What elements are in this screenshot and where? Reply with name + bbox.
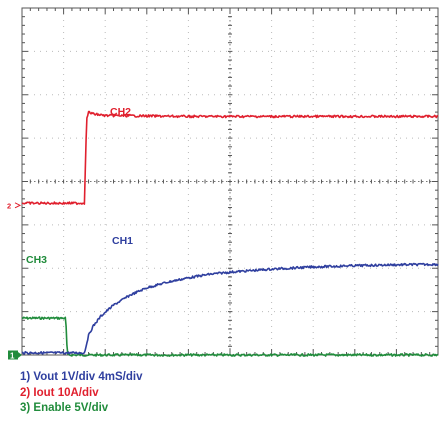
channel-1-marker-box	[8, 350, 18, 360]
ch3-label: CH3	[26, 254, 47, 266]
oscilloscope-plot: 21 CH2 CH1 CH3	[7, 7, 439, 360]
trace-ch3	[21, 316, 439, 357]
channel-markers: 21	[7, 201, 22, 360]
channel-2-arrow	[14, 202, 22, 209]
channel-1-arrow	[18, 352, 22, 358]
ch1-label: CH1	[112, 235, 133, 247]
trace-ch1	[21, 262, 439, 355]
trace-ch2	[21, 110, 439, 206]
legend-iout: 2) Iout 10A/div	[20, 386, 99, 399]
scale-legend: 1) Vout 1V/div 4mS/div 2) Iout 10A/div 3…	[20, 370, 143, 417]
traces	[21, 110, 439, 357]
legend-enable: 3) Enable 5V/div	[20, 402, 109, 414]
ch2-label: CH2	[110, 106, 131, 118]
channel-1-marker: 1	[10, 352, 15, 361]
legend-vout: 1) Vout 1V/div 4mS/div	[20, 371, 143, 383]
channel-2-marker: 2	[7, 201, 11, 210]
